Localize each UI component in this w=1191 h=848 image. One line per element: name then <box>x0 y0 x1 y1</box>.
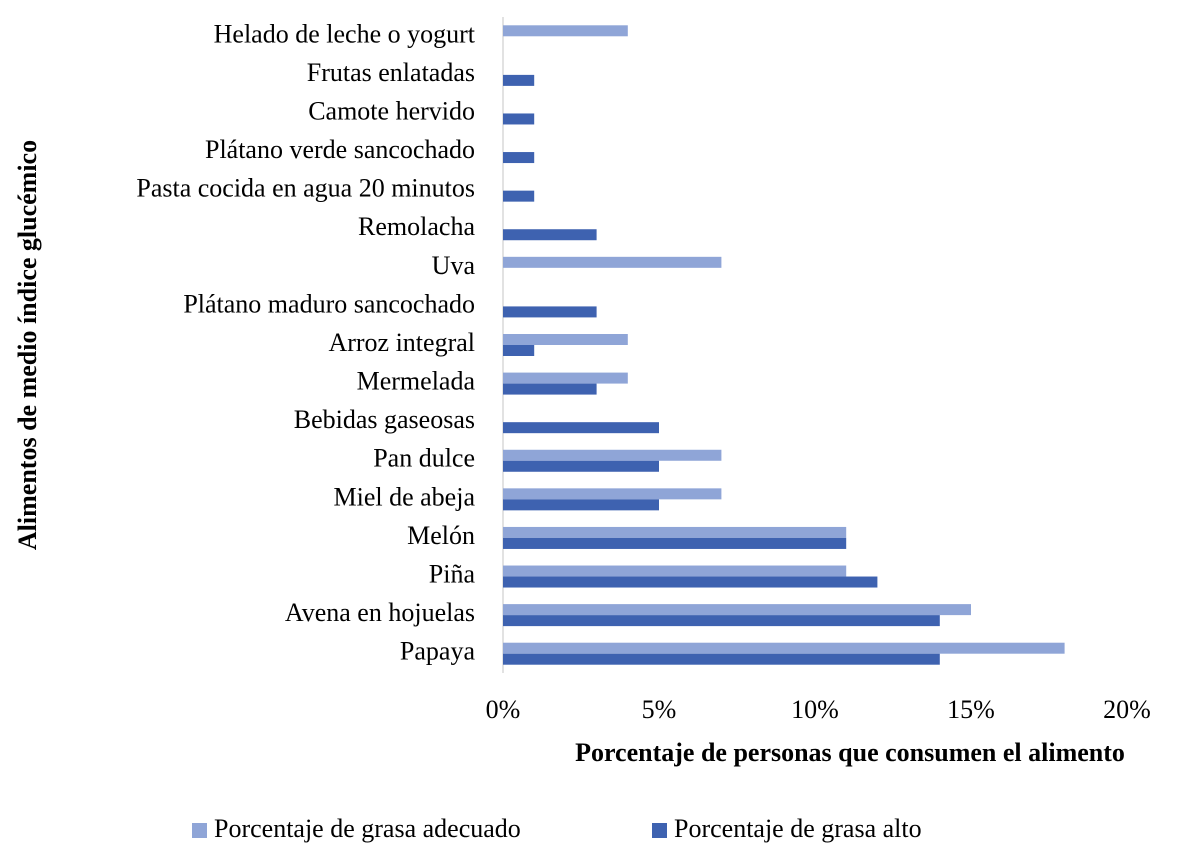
y-tick-label: Uva <box>432 251 476 280</box>
y-tick-label: Bebidas gaseosas <box>294 405 475 434</box>
y-tick-label: Melón <box>407 521 475 550</box>
bar <box>503 576 878 588</box>
y-tick-label: Remolacha <box>358 212 475 241</box>
x-tick-label: 0% <box>486 695 521 724</box>
y-tick-label: Mermelada <box>357 367 476 396</box>
y-tick-label: Plátano maduro sancochado <box>183 289 475 318</box>
bar <box>503 565 847 577</box>
legend-swatch <box>192 823 207 838</box>
x-axis-title: Porcentaje de personas que consumen el a… <box>575 738 1125 767</box>
y-tick-label: Papaya <box>400 637 476 666</box>
y-tick-label: Frutas enlatadas <box>307 58 475 87</box>
bar <box>503 422 659 434</box>
legend-label: Porcentaje de grasa adecuado <box>214 814 521 843</box>
bar <box>503 449 722 461</box>
y-tick-label: Arroz integral <box>328 328 475 357</box>
bar <box>503 74 535 86</box>
x-tick-label: 5% <box>642 695 677 724</box>
bar <box>503 604 971 616</box>
y-tick-label: Camote hervido <box>308 96 475 125</box>
y-tick-label: Miel de abeja <box>334 482 476 511</box>
bar <box>503 345 535 356</box>
bar <box>503 25 628 37</box>
bar <box>503 256 722 268</box>
legend-swatch <box>652 823 667 838</box>
bar <box>503 306 597 318</box>
bar <box>503 113 535 125</box>
y-tick-label: Helado de leche o yogurt <box>214 19 476 48</box>
bar <box>503 615 940 627</box>
y-tick-label: Avena en hojuelas <box>285 598 475 627</box>
bar <box>503 526 847 538</box>
bar <box>503 383 597 395</box>
bar <box>503 190 535 202</box>
x-tick-label: 10% <box>791 695 839 724</box>
bar <box>503 537 847 549</box>
bar <box>503 653 940 665</box>
y-tick-label: Pasta cocida en agua 20 minutos <box>136 174 475 203</box>
bar <box>503 499 659 511</box>
y-tick-label: Piña <box>429 559 476 588</box>
bar <box>503 152 535 164</box>
bar <box>503 372 628 384</box>
x-tick-label: 15% <box>947 695 995 724</box>
y-tick-label: Plátano verde sancochado <box>205 135 475 164</box>
bar <box>503 642 1065 654</box>
bar <box>503 229 597 241</box>
bar <box>503 460 659 472</box>
y-tick-label: Pan dulce <box>373 444 475 473</box>
y-axis-title: Alimentos de medio índice glucémico <box>13 140 42 550</box>
x-tick-label: 20% <box>1103 695 1151 724</box>
legend-label: Porcentaje de grasa alto <box>674 814 922 843</box>
bar <box>503 488 722 500</box>
bar <box>503 334 628 345</box>
